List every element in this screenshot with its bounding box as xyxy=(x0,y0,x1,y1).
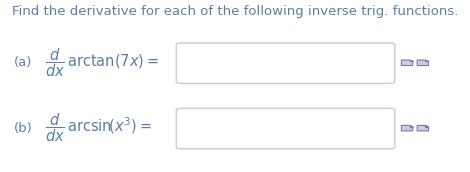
FancyBboxPatch shape xyxy=(176,43,395,83)
Polygon shape xyxy=(417,60,429,66)
Polygon shape xyxy=(401,125,413,131)
Polygon shape xyxy=(425,60,429,61)
Polygon shape xyxy=(425,125,429,127)
Text: Find the derivative for each of the following inverse trig. functions.: Find the derivative for each of the foll… xyxy=(12,5,458,18)
Polygon shape xyxy=(401,60,413,66)
Text: (b): (b) xyxy=(14,122,33,135)
Polygon shape xyxy=(409,125,413,127)
Polygon shape xyxy=(409,60,413,61)
Text: $\dfrac{d}{dx}\,\mathrm{arcsin}\!\left(x^{3}\right) =$: $\dfrac{d}{dx}\,\mathrm{arcsin}\!\left(x… xyxy=(45,112,152,144)
FancyBboxPatch shape xyxy=(176,108,395,149)
Text: $\dfrac{d}{dx}\,\mathrm{arctan}(7x) =$: $\dfrac{d}{dx}\,\mathrm{arctan}(7x) =$ xyxy=(45,46,158,79)
Polygon shape xyxy=(417,125,429,131)
Text: (a): (a) xyxy=(14,56,32,69)
